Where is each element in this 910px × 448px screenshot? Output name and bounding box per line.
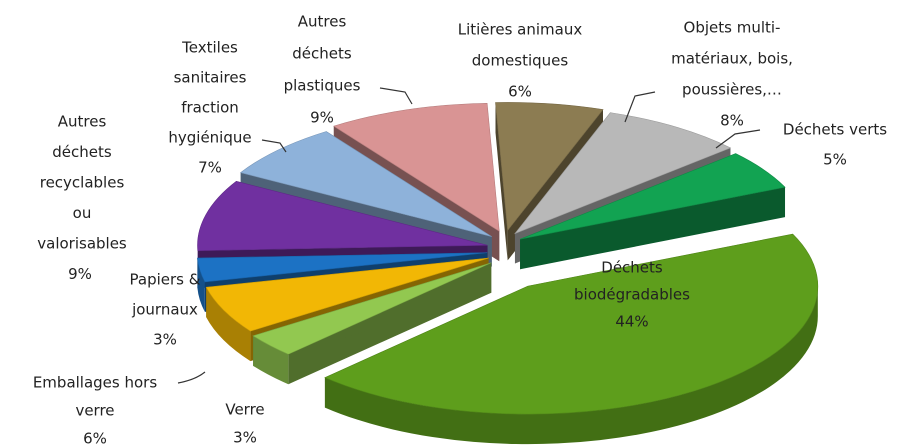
slice-label: sanitaires (174, 69, 247, 87)
value-label: 3% (153, 331, 177, 349)
slice-label: Déchets verts (783, 121, 887, 139)
slice-label: Déchets (601, 259, 663, 277)
slice-label: Objets multi- (684, 19, 781, 37)
slice-label: domestiques (472, 52, 569, 70)
slice (519, 153, 786, 270)
value-label: 5% (823, 151, 847, 169)
leader-line (379, 87, 413, 105)
slice-top (252, 262, 492, 355)
slice-label: journaux (131, 301, 198, 319)
slice-side (520, 187, 786, 270)
slice-top (205, 257, 489, 332)
slice-label: verre (75, 402, 114, 420)
value-label: 9% (68, 265, 92, 283)
slice-wall (253, 335, 289, 385)
slice-label: ou (73, 204, 92, 222)
value-label: 7% (198, 159, 222, 177)
slice-label: biodégradables (574, 286, 690, 304)
slice-label: Verre (225, 401, 264, 419)
leader-line (177, 371, 206, 384)
slice-top (495, 102, 604, 232)
slice (252, 262, 492, 385)
slice-top (197, 252, 488, 283)
slice-label: fraction (181, 99, 239, 117)
value-label: 9% (310, 109, 334, 127)
slice-top (239, 131, 492, 237)
slice-label: Papiers & (130, 271, 201, 289)
leader-line (261, 139, 287, 153)
slice-top (324, 233, 819, 415)
slice-label: poussières,… (682, 81, 782, 99)
slice-top (333, 103, 500, 232)
value-label: 6% (83, 430, 107, 448)
slice (324, 233, 819, 445)
slice-label: Autres (58, 113, 107, 131)
slice-label: déchets (292, 45, 352, 63)
slice-wall (324, 286, 818, 445)
slice-label: valorisables (37, 235, 127, 253)
slice-wall (197, 258, 205, 312)
slice-label: Litières animaux (458, 21, 583, 39)
value-label: 3% (233, 429, 257, 447)
slice-top (519, 153, 786, 240)
value-label: 6% (508, 83, 532, 101)
slice-label: déchets (52, 143, 112, 161)
slice-side (495, 102, 508, 261)
value-label: 8% (720, 112, 744, 130)
value-label: 44% (615, 313, 648, 331)
slice-label: recyclables (40, 174, 125, 192)
slice-label: Autres (298, 13, 347, 31)
leader-line (715, 129, 761, 149)
slice-label: Emballages hors (33, 374, 158, 392)
leader-line (624, 91, 656, 123)
slice-label: hygiénique (168, 129, 251, 147)
slice-label: matériaux, bois, (671, 50, 793, 68)
slice-label: plastiques (284, 77, 361, 95)
slice-wall (206, 287, 251, 362)
slice-top (197, 180, 488, 251)
slice-top (514, 112, 732, 235)
slice-label: Textiles (181, 39, 238, 57)
